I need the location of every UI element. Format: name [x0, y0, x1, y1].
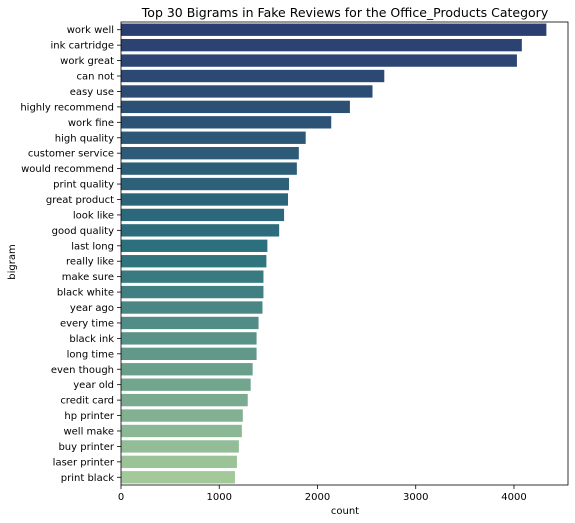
bar-look-like	[121, 208, 285, 222]
y-tick-label: black white	[57, 288, 114, 299]
x-axis-label: count	[331, 506, 359, 517]
y-tick-label: work fine	[68, 118, 114, 129]
y-tick-label: high quality	[55, 133, 114, 144]
y-tick-label: customer service	[28, 149, 114, 160]
y-tick-label: easy use	[70, 87, 114, 98]
y-tick-label: ink cartridge	[51, 41, 114, 52]
y-tick-label: good quality	[52, 226, 114, 237]
y-tick-label: year old	[73, 380, 114, 391]
bar-laser-printer	[121, 455, 237, 469]
y-tick-label: well make	[63, 426, 114, 437]
x-tick-label: 0	[118, 492, 124, 503]
bar-hp-printer	[121, 409, 243, 422]
y-tick-label: really like	[66, 257, 114, 268]
y-tick-label: print black	[61, 473, 114, 484]
y-tick-label: great product	[46, 195, 114, 206]
y-tick-label: even though	[51, 365, 114, 376]
y-tick-label: buy printer	[58, 442, 114, 453]
y-tick-label: credit card	[60, 396, 114, 407]
bar-long-time	[121, 347, 257, 360]
y-tick-label: print quality	[53, 180, 114, 191]
bar-customer-service	[121, 147, 299, 160]
bar-easy-use	[121, 85, 373, 98]
plot-border	[120, 21, 569, 486]
x-tick-label: 4000	[501, 492, 526, 503]
y-tick-label: work great	[60, 56, 114, 67]
bar-work-fine	[121, 116, 332, 129]
chart-title: Top 30 Bigrams in Fake Reviews for the O…	[141, 5, 549, 20]
bar-make-sure	[121, 270, 264, 283]
y-tick-label: laser printer	[53, 457, 115, 468]
bar-print-quality	[121, 177, 289, 191]
plot-frame	[120, 21, 569, 486]
bar-work-well	[121, 23, 547, 36]
bar-highly-recommend	[121, 100, 350, 114]
y-tick-label: highly recommend	[20, 102, 114, 113]
bars-group	[121, 23, 547, 484]
bar-really-like	[121, 255, 267, 268]
y-tick-labels: work well ink cartridge work great can not e…	[20, 25, 121, 484]
bar-print-black	[121, 471, 235, 484]
bar-work-great	[121, 54, 517, 67]
bar-buy-printer	[121, 440, 239, 453]
x-tick-label: 2000	[305, 492, 330, 503]
y-tick-label: long time	[67, 349, 114, 360]
x-tick-label: 1000	[207, 492, 232, 503]
x-axis-ticks: 0 1000 2000 3000 4000	[118, 485, 527, 503]
y-tick-label: work well	[67, 25, 114, 36]
bar-credit-card	[121, 393, 248, 407]
bar-ink-cartridge	[121, 38, 522, 52]
bar-can-not	[121, 69, 385, 83]
bar-every-time	[121, 316, 259, 330]
bar-well-make	[121, 424, 242, 438]
y-tick-label: year ago	[70, 303, 114, 314]
y-tick-label: hp printer	[64, 411, 115, 422]
y-tick-label: can not	[76, 72, 114, 83]
y-tick-label: look like	[73, 210, 114, 221]
bar-great-product	[121, 193, 289, 206]
y-tick-label: last long	[71, 241, 114, 252]
bar-even-though	[121, 363, 253, 376]
y-axis-label: bigram	[7, 244, 18, 279]
x-tick-label: 3000	[403, 492, 428, 503]
bar-would-recommend	[121, 162, 297, 175]
bar-black-ink	[121, 332, 257, 345]
bar-year-old	[121, 378, 251, 391]
bar-last-long	[121, 239, 268, 252]
bar-year-ago	[121, 301, 263, 314]
y-tick-label: black ink	[69, 334, 114, 345]
bar-good-quality	[121, 224, 280, 237]
bar-black-white	[121, 285, 264, 299]
bar-high-quality	[121, 131, 306, 144]
y-tick-label: would recommend	[21, 164, 114, 175]
y-tick-label: make sure	[62, 272, 114, 283]
y-tick-label: every time	[60, 318, 114, 329]
